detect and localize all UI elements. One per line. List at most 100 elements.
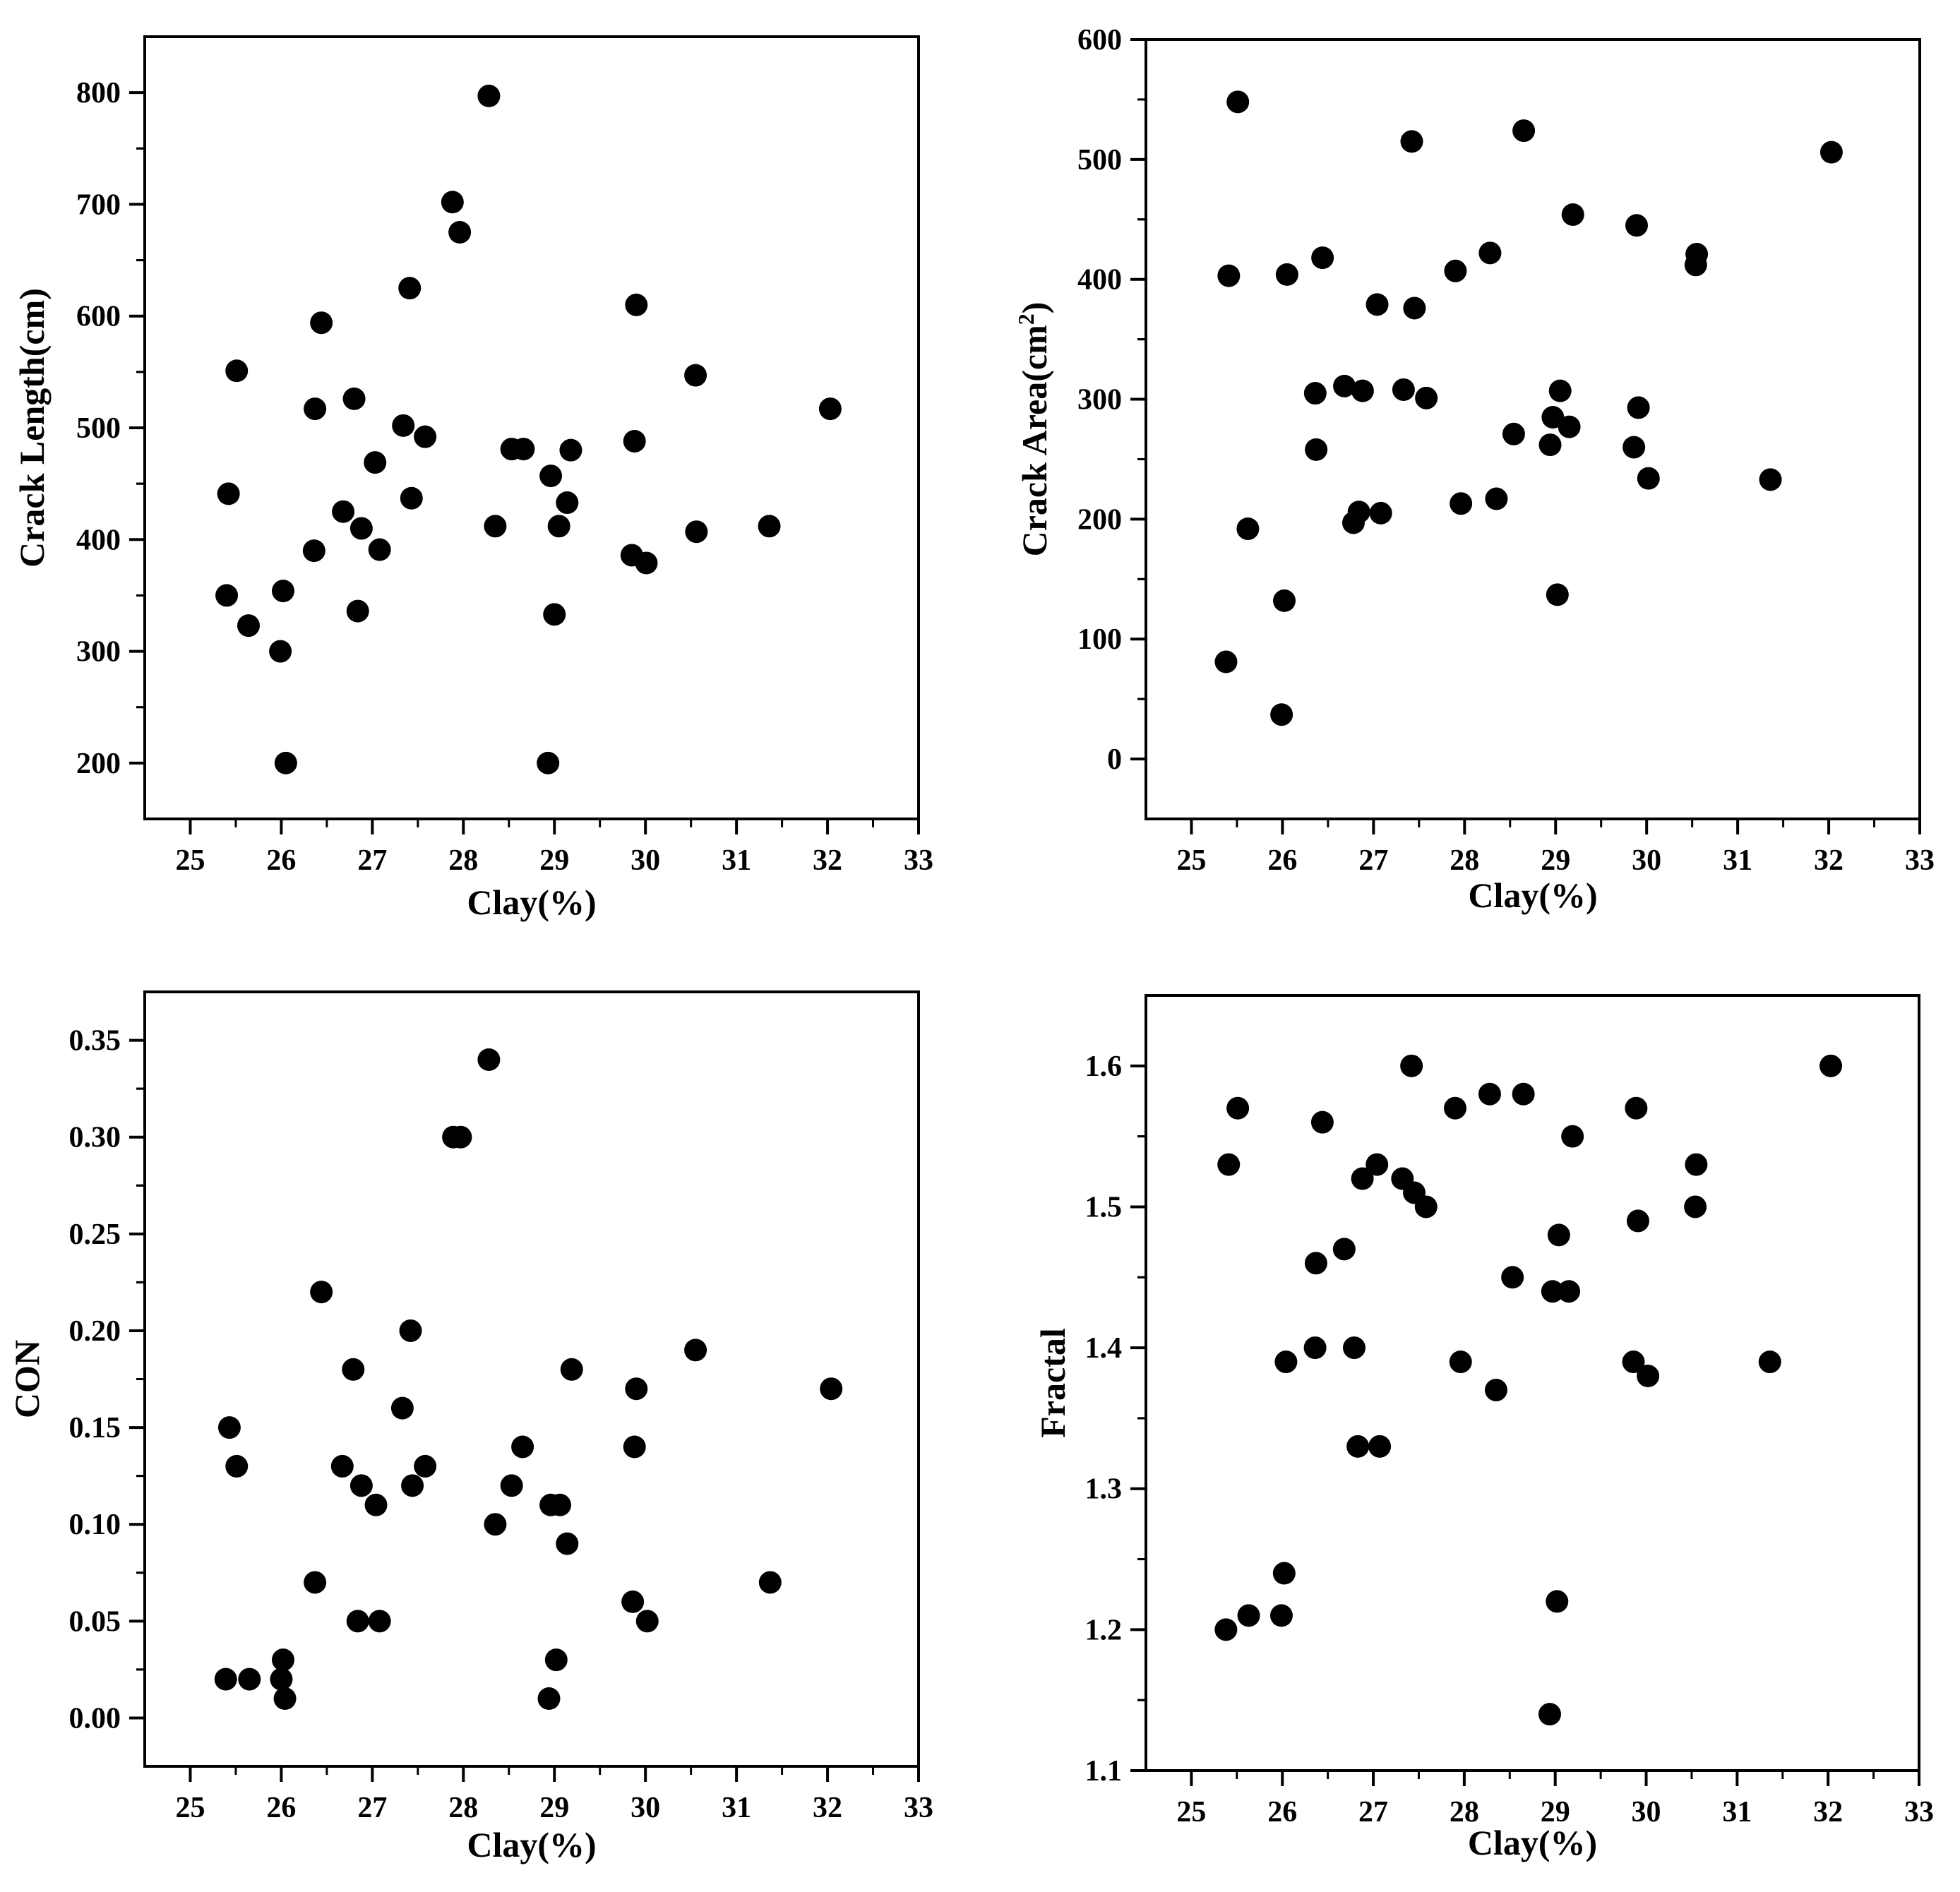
data-point [1403,297,1426,320]
y-tick-label: 0.10 [69,1509,121,1541]
data-point [1541,1280,1564,1303]
data-point [1351,379,1374,402]
data-point [273,1687,297,1711]
data-point [214,1668,237,1691]
y-tick-label: 0.00 [69,1702,121,1735]
y-tick-label: 800 [76,77,121,109]
data-point [621,1590,645,1613]
data-point [1484,1378,1507,1401]
data-point [818,397,842,421]
data-point [685,520,708,544]
x-tick-label: 31 [1722,1796,1752,1828]
data-point [1622,1351,1645,1374]
y-tick-label: 0 [1107,743,1122,776]
data-point [1346,1435,1370,1458]
data-point [1237,1604,1260,1627]
x-tick-label: 25 [1176,844,1206,877]
data-point [215,584,239,607]
data-point [1512,1082,1535,1106]
data-point [548,1493,571,1516]
data-point [1558,415,1581,438]
x-tick-label: 31 [722,1792,751,1824]
data-point [271,580,294,603]
data-point [543,603,566,626]
data-point [1310,1110,1334,1134]
data-point [398,277,422,300]
plot-frame [1145,994,1920,1772]
x-tick-label: 32 [1814,844,1844,877]
data-point [1351,1167,1374,1190]
data-point [1538,1703,1561,1726]
x-tick-label: 30 [1632,1796,1661,1828]
data-point [625,1377,648,1401]
data-point [1226,90,1250,114]
plot-frame [143,35,920,820]
x-axis-label: Clay(%) [1468,875,1597,915]
chart-panel-3: 25 26 27 28 29 30 31 32 33 0.00 0.05 0.10 0.15 0.20 0.… [7,990,933,1864]
data-point [1685,243,1709,266]
x-tick-label: 29 [539,1792,569,1824]
data-point [1400,1054,1423,1077]
data-point [392,414,415,437]
data-point [274,751,297,774]
data-point [623,1435,646,1459]
x-tick-label: 32 [813,844,842,877]
data-point [1546,1590,1569,1613]
x-tick-label: 27 [1358,1796,1388,1828]
data-point [684,364,707,387]
y-tick-label: 0.20 [69,1315,121,1348]
data-point [537,1687,561,1711]
data-point [1637,467,1660,490]
y-axis-label: CON [7,1340,47,1418]
data-point [346,1610,369,1633]
data-point [368,538,391,561]
data-point [1548,379,1572,402]
y-tick-label: 0.25 [69,1219,121,1251]
data-point [364,451,387,474]
data-point [1400,130,1423,153]
data-point [399,1319,422,1342]
y-tick-label: 700 [76,188,121,221]
data-point [1623,436,1646,459]
y-tick-label: 1.6 [1085,1050,1123,1083]
data-point [500,1474,523,1497]
data-point [1369,501,1392,525]
x-tick-label: 30 [631,844,660,877]
data-point [1444,259,1467,282]
data-point [1512,119,1536,143]
data-point [1275,263,1298,286]
data-point [1561,203,1584,226]
y-tick-label: 100 [1077,623,1122,656]
x-tick-label: 26 [266,1792,296,1824]
data-point [635,1610,659,1633]
data-point [1217,1153,1241,1176]
y-tick-label: 200 [1077,503,1122,536]
data-point [1538,433,1562,457]
data-point [1444,1096,1466,1120]
data-point [1305,438,1328,461]
data-point [556,1532,579,1555]
data-point [225,1454,249,1478]
x-tick-label: 29 [1541,1796,1570,1828]
data-point [1478,1082,1501,1106]
data-point [1502,422,1525,445]
data-point [539,465,563,488]
data-point [1541,406,1565,429]
x-tick-label: 26 [1267,1796,1297,1828]
data-point [477,84,501,107]
data-point [623,429,646,453]
data-point [1627,396,1650,419]
data-point [1236,517,1260,540]
x-axis-label: Clay(%) [467,882,596,922]
data-point [441,191,464,214]
y-tick-label: 600 [1077,24,1122,56]
chart-panel-2: 25 26 27 28 29 30 31 32 33 0 100 200 300 400 500 600 Cla… [1013,24,1935,915]
data-point [400,486,423,510]
data-point [484,1513,507,1536]
data-point [1819,1054,1843,1077]
x-tick-label: 32 [1813,1796,1843,1828]
data-point [1485,487,1508,510]
data-point [304,1571,327,1594]
y-tick-label: 1.3 [1085,1473,1123,1506]
data-point [1269,1604,1293,1627]
